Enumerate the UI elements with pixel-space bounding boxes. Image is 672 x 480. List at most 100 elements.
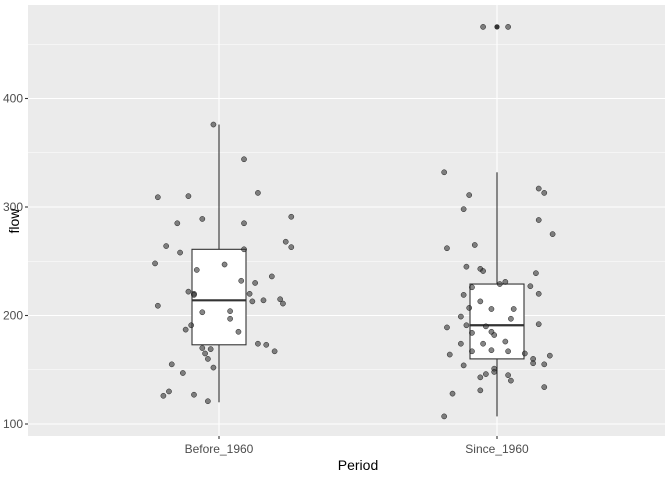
data-point [185, 288, 192, 295]
data-point [174, 220, 181, 227]
data-point [535, 290, 542, 297]
data-point [508, 377, 514, 384]
y-tick-label: 100 [3, 417, 23, 431]
data-point [255, 190, 261, 196]
data-point [463, 263, 470, 270]
data-point [227, 315, 233, 322]
data-point [446, 351, 453, 358]
data-point [449, 390, 456, 397]
data-point [154, 302, 161, 309]
y-tick-label: 300 [3, 200, 23, 214]
data-point [477, 298, 484, 305]
data-point [280, 300, 286, 307]
data-point [441, 413, 448, 420]
data-point [160, 392, 167, 399]
data-point [460, 206, 467, 213]
data-point [252, 280, 258, 286]
data-point [154, 194, 161, 201]
box-iqr [469, 283, 525, 360]
data-point [458, 340, 464, 347]
data-point [469, 330, 475, 336]
data-point [535, 185, 542, 192]
data-point [469, 284, 475, 291]
data-point [260, 297, 267, 304]
data-point [510, 306, 517, 312]
data-point [152, 260, 158, 267]
data-point [441, 169, 448, 176]
data-point [238, 277, 245, 284]
data-point [508, 315, 514, 322]
data-point [483, 371, 489, 377]
data-point [546, 352, 553, 359]
data-point [444, 324, 450, 331]
data-point [166, 388, 172, 395]
data-point [277, 296, 284, 303]
data-point [483, 323, 489, 330]
x-tick-label: Before_1960 [185, 442, 254, 456]
data-point [182, 326, 189, 333]
panel-background [28, 5, 665, 436]
data-point [458, 313, 464, 320]
data-point [271, 348, 278, 355]
data-point [193, 267, 200, 273]
data-point [505, 348, 511, 355]
x-tick-label: Since_1960 [465, 442, 529, 456]
data-point [541, 361, 548, 368]
data-point [282, 238, 289, 245]
data-point [177, 249, 183, 256]
data-point [199, 309, 206, 316]
data-point [541, 190, 548, 196]
data-point [288, 213, 295, 220]
data-point [480, 340, 486, 347]
data-point [477, 387, 484, 394]
data-point [466, 192, 473, 198]
data-point [466, 305, 473, 311]
data-point [549, 231, 556, 237]
data-point [205, 356, 211, 362]
data-point [188, 322, 195, 329]
data-point [488, 347, 495, 354]
jitter-points [152, 24, 556, 420]
y-axis-ticks: 100 200 300 400 [3, 92, 28, 431]
data-point [180, 370, 186, 376]
data-point [205, 398, 211, 405]
data-point [460, 292, 467, 298]
data-point [221, 261, 228, 268]
y-tick-label: 200 [3, 309, 23, 323]
data-point [491, 332, 498, 338]
y-tick-label: 400 [3, 92, 23, 106]
data-point [496, 281, 503, 287]
data-point [207, 346, 214, 352]
data-point [199, 216, 206, 222]
outlier-point [494, 24, 500, 30]
y-axis-title: flow [6, 208, 22, 234]
data-point [505, 372, 511, 379]
data-point [191, 292, 197, 298]
boxes [191, 24, 525, 417]
data-point [480, 268, 486, 274]
data-point [210, 364, 217, 371]
data-point [246, 290, 253, 297]
data-point [480, 24, 486, 30]
data-point [241, 246, 247, 253]
box-Before_1960 [191, 124, 247, 403]
data-point [502, 338, 509, 345]
data-point [535, 321, 542, 328]
data-point [249, 298, 256, 305]
data-point [444, 245, 450, 252]
data-point [469, 348, 475, 355]
data-point [202, 350, 208, 357]
data-point [505, 24, 511, 30]
data-point [255, 340, 261, 347]
data-point [471, 242, 478, 248]
data-point [263, 341, 270, 348]
data-point [541, 384, 548, 390]
data-point [191, 391, 197, 398]
data-point [241, 220, 247, 227]
data-point [527, 283, 534, 290]
data-point [491, 369, 498, 375]
x-axis-ticks: Before_1960 Since_1960 [185, 436, 529, 456]
data-point [268, 273, 275, 280]
data-point [463, 322, 470, 329]
